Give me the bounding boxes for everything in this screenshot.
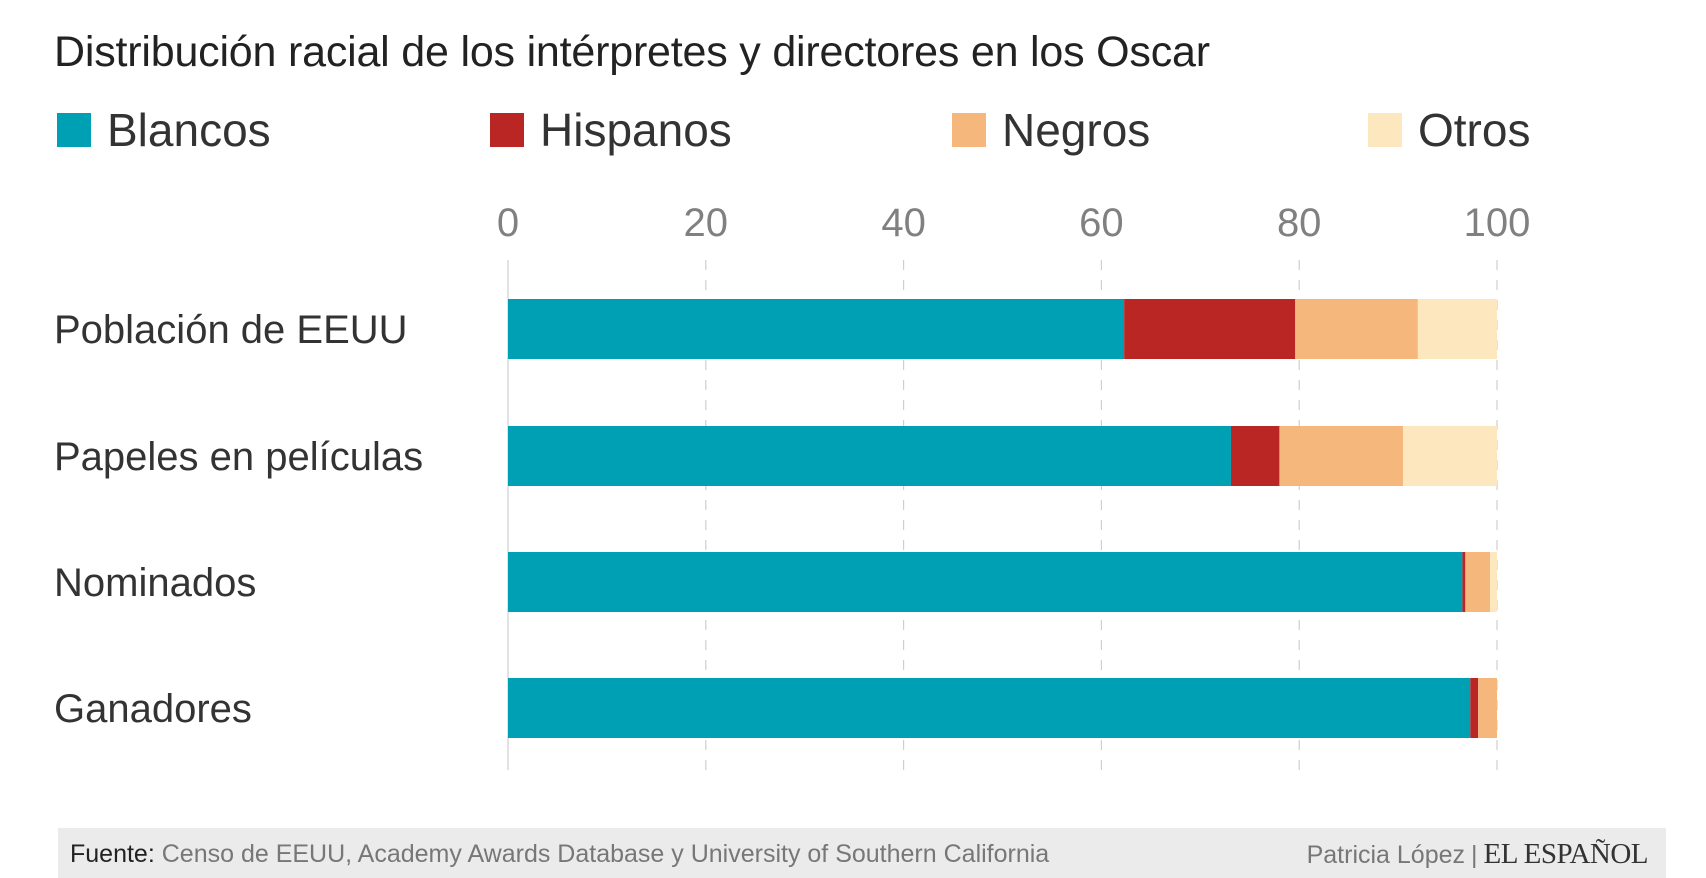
legend-label-otros: Otros [1418,104,1531,156]
legend: Blancos Hispanos Negros Otros [0,100,1706,160]
bar-segment-negros [1295,299,1418,359]
bar-segment-hispanos [1462,552,1466,612]
bar-segment-otros [1403,426,1497,486]
author-name: Patricia López [1306,841,1466,869]
bar-segment-blancos [508,678,1471,738]
source-label: Fuente: [70,840,155,868]
footer-source: Fuente: Censo de EEUU, Academy Awards Da… [70,840,1049,869]
bar-segment-otros [1490,552,1497,612]
legend-label-hispanos: Hispanos [540,104,732,156]
bar-segment-hispanos [1470,678,1479,738]
stacked-bar-chart: 0 20 40 60 80 100 Población de EEUU Papeles en … [54,201,1531,770]
x-tick-label-20: 20 [684,201,729,245]
legend-label-blancos: Blancos [107,104,271,156]
category-label: Ganadores [54,687,252,731]
category-label: Papeles en películas [54,435,423,479]
source-text: Censo de EEUU, Academy Awards Database y… [161,840,1050,868]
legend-swatch-negros [952,113,986,147]
legend-item-negros: Negros [952,100,1150,160]
legend-swatch-otros [1368,113,1402,147]
bar-segment-negros [1478,678,1497,738]
legend-swatch-hispanos [490,113,524,147]
footer-credit: Patricia López | EL ESPAÑOL [1306,838,1649,871]
x-tick-label-60: 60 [1079,201,1124,245]
category-label: Nominados [54,561,256,605]
bar-segment-negros [1279,426,1404,486]
legend-swatch-blancos [57,113,91,147]
brand-logo: EL ESPAÑOL [1483,838,1649,870]
legend-item-hispanos: Hispanos [490,100,732,160]
bar-segment-hispanos [1230,426,1280,486]
x-tick-label-40: 40 [881,201,926,245]
x-tick-label-0: 0 [497,201,519,245]
bar-segment-hispanos [1124,299,1296,359]
chart-title: Distribución racial de los intérpretes y… [54,28,1210,76]
legend-item-blancos: Blancos [57,100,271,160]
category-label: Población de EEUU [54,308,408,352]
bar-segment-blancos [508,299,1125,359]
bar-segment-blancos [508,426,1231,486]
x-tick-label-100: 100 [1464,201,1531,245]
legend-label-negros: Negros [1002,104,1151,156]
bar-segment-negros [1465,552,1491,612]
x-tick-label-80: 80 [1277,201,1322,245]
credit-separator: | [1471,841,1478,869]
bar-segment-blancos [508,552,1463,612]
footer: Fuente: Censo de EEUU, Academy Awards Da… [58,828,1666,878]
bar-segment-otros [1417,299,1497,359]
legend-item-otros: Otros [1368,100,1530,160]
